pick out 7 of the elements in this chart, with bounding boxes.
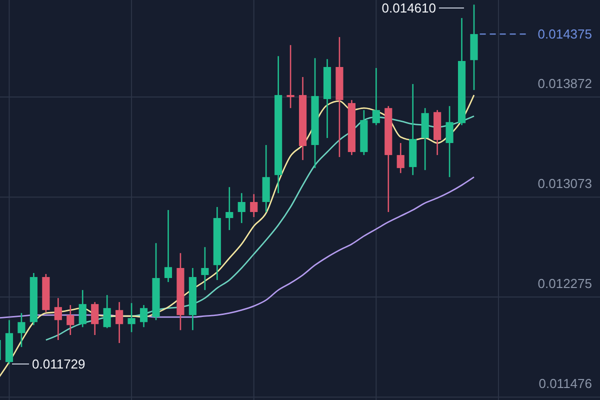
- y-tick-label: 0.011476: [538, 376, 592, 392]
- annotation: 0.014610: [382, 0, 436, 16]
- y-tick-label: 0.013073: [538, 176, 592, 192]
- ref-line-label: 0.014375: [538, 26, 592, 42]
- annotation: 0.011729: [32, 356, 86, 372]
- y-tick-label: 0.012275: [538, 276, 592, 292]
- y-tick-label: 0.013872: [538, 76, 592, 92]
